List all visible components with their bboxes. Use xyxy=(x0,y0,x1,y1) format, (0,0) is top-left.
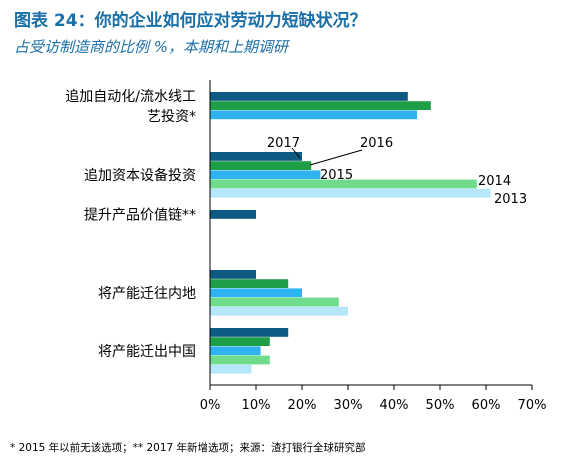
bar-2014-cat4 xyxy=(210,355,270,365)
bar-2013-cat4 xyxy=(210,364,252,374)
category-label-0-line0: 追加自动化/流水线工 xyxy=(65,89,196,105)
x-tick-label-30-: 30% xyxy=(334,398,363,413)
series-label-2015: 2015 xyxy=(320,168,353,183)
bar-2014-cat3 xyxy=(210,297,339,307)
chart-title: 图表 24：你的企业如何应对劳动力短缺状况？ xyxy=(14,11,367,31)
leader-line-2017 xyxy=(291,147,301,159)
bar-2017-cat4 xyxy=(210,328,289,337)
x-tick-label-20-: 20% xyxy=(288,398,317,413)
bar-2016-cat3 xyxy=(210,279,289,288)
bar-2016-cat0 xyxy=(210,101,431,110)
series-label-2014: 2014 xyxy=(478,174,511,189)
category-label-0-line1: 艺投资* xyxy=(147,109,196,125)
bar-2015-cat0 xyxy=(210,110,417,120)
x-tick-label-50-: 50% xyxy=(426,398,455,413)
bar-2017-cat1 xyxy=(210,152,302,161)
footnote: * 2015 年以前无该选项；** 2017 年新增选项；来源：渣打银行全球研究… xyxy=(10,442,366,454)
chart-subtitle: 占受访制造商的比例 %，本期和上期调研 xyxy=(14,38,289,56)
bar-2015-cat3 xyxy=(210,288,302,298)
leader-line-2016 xyxy=(309,149,363,166)
series-label-2013: 2013 xyxy=(494,192,527,207)
series-label-2016: 2016 xyxy=(360,136,393,151)
x-tick-label-40-: 40% xyxy=(380,398,409,413)
category-label-4-line0: 将产能迁出中国 xyxy=(98,344,196,360)
series-label-2017: 2017 xyxy=(267,136,300,151)
bar-2017-cat0 xyxy=(210,92,408,101)
x-tick-label-70-: 70% xyxy=(518,398,547,413)
x-tick-label-60-: 60% xyxy=(472,398,501,413)
bar-2016-cat1 xyxy=(210,161,312,170)
x-tick-label-0-: 0% xyxy=(200,398,221,413)
bar-2015-cat1 xyxy=(210,170,321,180)
category-label-3-line0: 将产能迁往内地 xyxy=(98,286,196,302)
bar-2017-cat3 xyxy=(210,270,256,279)
bar-2013-cat3 xyxy=(210,306,348,316)
category-label-2-line0: 提升产品价值链** xyxy=(84,208,196,224)
bar-2013-cat1 xyxy=(210,188,491,198)
bar-2017-cat2 xyxy=(210,210,256,219)
bar-2014-cat1 xyxy=(210,179,477,189)
bar-2016-cat4 xyxy=(210,337,270,346)
bar-2015-cat4 xyxy=(210,346,261,356)
category-label-1-line0: 追加资本设备投资 xyxy=(84,167,196,184)
x-tick-label-10-: 10% xyxy=(242,398,271,413)
